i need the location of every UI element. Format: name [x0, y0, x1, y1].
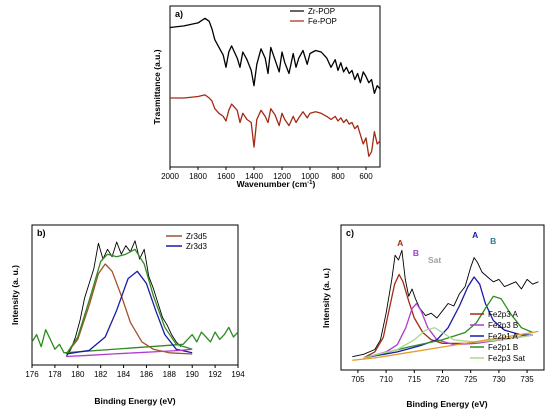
fe2p-x-tick-label: 735: [520, 375, 534, 384]
fe2p-x-tick-label: 730: [492, 375, 506, 384]
ftir-x-tick-label: 1000: [301, 172, 319, 181]
zr3d-x-tick-label: 192: [208, 370, 222, 379]
ftir-x-tick-label: 1800: [189, 172, 207, 181]
peak-label-sat: Sat: [428, 255, 441, 265]
ftir-y-axis-label: Trasmittance (a.u.): [152, 49, 162, 124]
fe2p-xps-panel: c) Intensity (a. u.) Binding Energy (eV)…: [321, 224, 545, 409]
zr3d-series-zr3d3: [66, 270, 193, 355]
zr3d-x-tick-label: 176: [25, 370, 39, 379]
ftir-x-tick-label: 1200: [273, 172, 291, 181]
ftir-x-ticks: 2000 1800 1600 1400 1200 1000 800 600: [161, 167, 373, 181]
fe2p-x-ticks: 705 710 715 720 725 730 735: [351, 370, 534, 384]
zr3d-series-noise: [31, 326, 239, 354]
legend-label-fe2p1-b: Fe2p1 B: [488, 343, 518, 352]
fe2p-legend: Fe2p3 A Fe2p3 B Fe2p1 A Fe2p1 B Fe2p3 Sa…: [470, 310, 526, 363]
zr3d-legend: Zr3d5 Zr3d3: [166, 232, 207, 251]
ftir-series-fe-pop: [170, 94, 381, 157]
legend-label-fe2p3-b: Fe2p3 B: [488, 321, 518, 330]
zr3d-panel-label: b): [37, 228, 46, 238]
ftir-plot-frame: [169, 5, 381, 168]
zr3d-x-axis-label: Binding Energy (eV): [94, 396, 175, 406]
zr3d-series-baseline: [66, 348, 193, 358]
fe2p-x-tick-label: 715: [408, 375, 422, 384]
zr3d-x-tick-label: 186: [140, 370, 154, 379]
fe2p-series-fe2p3-b: [363, 302, 533, 359]
ftir-x-tick-label: 600: [359, 172, 373, 181]
fe2p-series-fe2p1-b: [363, 295, 533, 359]
ftir-x-tick-label: 2000: [161, 172, 179, 181]
legend-label-fe2p3-sat: Fe2p3 Sat: [488, 354, 526, 363]
fe2p-series-raw: [352, 249, 539, 358]
ftir-panel: a) Trasmittance (a.u.) Wavenumber (cm-1)…: [152, 5, 381, 189]
zr3d-plot-frame: [31, 224, 239, 366]
zr3d-series-zr3d5: [65, 263, 193, 355]
zr3d-series-raw: [65, 240, 182, 357]
ftir-legend: Zr-POP Fe-POP: [290, 7, 337, 26]
peak-label-b: B: [490, 236, 496, 246]
zr3d-x-tick-label: 184: [117, 370, 131, 379]
ftir-series-zr-pop: [169, 17, 381, 95]
zr3d-x-tick-label: 180: [71, 370, 85, 379]
fe2p-series-fe2p3-sat: [363, 327, 533, 359]
legend-label-zr3d5: Zr3d5: [186, 232, 207, 241]
fe2p-x-axis-label: Binding Energy (eV): [406, 399, 487, 409]
fe2p-x-tick-label: 720: [436, 375, 450, 384]
fe2p-x-tick-label: 710: [379, 375, 393, 384]
fe2p-y-axis-label: Intensity (a. u.): [321, 268, 331, 328]
ftir-x-tick-label: 800: [331, 172, 345, 181]
peak-label-b: B: [413, 248, 419, 258]
fe2p-panel-label: c): [346, 228, 354, 238]
fe2p-series-fe2p3-a: [363, 273, 533, 359]
ftir-x-tick-label: 1600: [217, 172, 235, 181]
zr3d-series-group: [31, 240, 239, 358]
fe2p-series-group: [352, 249, 539, 361]
fe2p-x-tick-label: 725: [464, 375, 478, 384]
zr3d-x-tick-label: 188: [163, 370, 177, 379]
zr3d-x-tick-label: 182: [94, 370, 108, 379]
zr3d-x-tick-label: 178: [48, 370, 62, 379]
ftir-x-axis-label: Wavenumber (cm-1): [237, 179, 316, 189]
peak-label-a: A: [397, 238, 403, 248]
fe2p-series-fe2p1-a: [363, 276, 533, 359]
zr3d-series-envelope: [65, 248, 193, 355]
legend-label-fe2p3-a: Fe2p3 A: [488, 310, 518, 319]
legend-label-fe-pop: Fe-POP: [308, 17, 337, 26]
legend-label-zr-pop: Zr-POP: [308, 7, 335, 16]
ftir-panel-label: a): [175, 9, 183, 19]
fe2p-x-tick-label: 705: [351, 375, 365, 384]
zr3d-x-ticks: 176 178 180 182 184 186 188 190 192 194: [25, 365, 245, 379]
zr3d-x-tick-label: 194: [231, 370, 245, 379]
fe2p-series-baseline: [352, 330, 539, 361]
legend-label-zr3d3: Zr3d3: [186, 242, 207, 251]
zr3d-y-axis-label: Intensity (a. u.): [10, 265, 20, 325]
ftir-x-tick-label: 1400: [245, 172, 263, 181]
ftir-series-group: [169, 17, 381, 157]
peak-label-a: A: [472, 230, 478, 240]
zr3d-xps-panel: b) Intensity (a. u.) Binding Energy (eV)…: [10, 224, 245, 406]
legend-label-fe2p1-a: Fe2p1 A: [488, 332, 518, 341]
zr3d-x-tick-label: 190: [186, 370, 200, 379]
